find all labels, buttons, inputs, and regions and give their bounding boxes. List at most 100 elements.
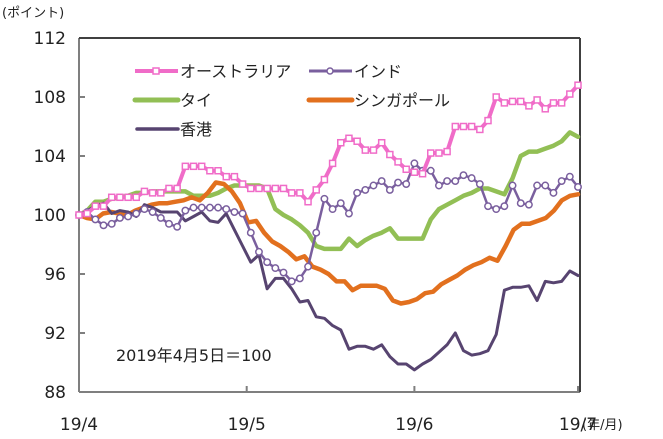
data-point-india [459,171,468,180]
data-point-india [467,174,476,183]
data-point-india [434,181,443,190]
data-point-australia [312,186,320,194]
legend-label-singapore: シンガポール [354,91,450,110]
legend-marker-circle-icon [326,67,334,75]
series-line-hongkong [77,201,580,372]
data-point-india [541,181,550,190]
data-point-india [197,203,206,212]
data-point-australia [361,146,370,154]
data-point-india [173,222,182,231]
data-point-india [312,228,321,237]
data-point-australia [124,193,132,202]
data-point-india [533,181,542,190]
series-india [75,159,582,286]
data-point-australia [484,116,492,125]
data-point-australia [287,189,296,197]
data-point-australia [279,184,288,193]
data-point-australia [222,172,230,181]
data-point-australia [157,189,165,197]
data-point-australia [525,102,533,110]
data-point-australia [549,99,558,107]
data-point-india [320,194,329,203]
data-point-india [565,172,574,181]
data-point-australia [189,162,198,171]
data-point-australia [427,149,435,157]
legend-marker-square-icon [152,67,160,75]
x-axis-unit-label: (年/月) [582,418,623,433]
data-point-india [124,212,133,221]
data-point-india [451,177,460,186]
series-line-india [77,162,580,283]
legend-item-thailand: タイ [132,91,212,110]
data-point-australia [402,165,410,174]
data-point-australia [75,211,83,219]
data-point-australia [566,90,574,98]
y-tick-label: 92 [44,324,66,344]
data-point-australia [181,162,190,171]
data-point-australia [247,184,255,193]
data-point-australia [557,99,566,107]
data-point-india [508,181,517,190]
legend-label-thailand: タイ [180,91,212,110]
data-point-india [484,202,492,211]
data-point-india [377,177,386,186]
data-point-india [287,277,296,286]
data-point-australia [296,189,304,197]
data-point-india [205,203,214,212]
data-point-australia [418,169,427,178]
data-point-australia [206,167,214,175]
data-point-india [353,188,362,197]
data-point-india [255,247,263,256]
data-point-australia [263,184,271,193]
data-point-australia [574,81,582,89]
data-point-australia [451,122,460,131]
data-point-india [500,202,509,211]
data-point-india [574,183,582,191]
data-point-australia [304,197,312,206]
data-point-australia [230,172,239,181]
x-tick-label: 19/5 [228,415,266,435]
data-point-india [369,181,378,190]
data-point-australia [83,209,91,218]
y-tick-label: 96 [44,265,66,285]
data-point-australia [107,193,116,202]
data-point-australia [508,97,517,106]
data-point-india [475,180,484,188]
y-tick-label: 88 [44,383,66,403]
x-tick-label: 19/7 [559,415,597,435]
data-point-australia [394,158,402,166]
data-point-australia [467,122,476,131]
data-point-india [107,219,116,228]
y-tick-label: 112 [34,29,66,49]
data-point-india [148,208,157,217]
data-point-india [140,205,149,214]
y-ticks: 112 108 104 100 96 92 88 [34,29,85,403]
x-ticks: 19/4 19/5 19/6 19/7 [60,386,597,435]
data-point-india [279,268,288,277]
data-point-india [99,221,108,230]
data-point-australia [320,175,329,184]
data-point-australia [140,187,149,196]
data-point-australia [377,138,386,147]
data-point-australia [91,202,100,210]
data-point-australia [197,162,206,171]
data-point-australia [516,97,525,106]
series-hongkong [77,201,580,372]
data-point-australia [255,184,263,193]
data-point-australia [369,146,378,154]
data-point-india [91,215,100,224]
series-australia [75,81,582,219]
data-point-india [345,209,353,218]
data-point-india [165,219,173,228]
y-tick-label: 100 [34,206,66,226]
y-tick-label: 104 [34,147,66,167]
data-point-india [132,209,141,218]
data-point-australia [353,137,361,145]
data-point-india [328,205,337,214]
data-point-australia [345,134,353,143]
data-point-india [230,208,239,217]
data-point-australia [410,168,419,176]
data-point-india [222,205,231,214]
data-point-australia [165,184,173,193]
